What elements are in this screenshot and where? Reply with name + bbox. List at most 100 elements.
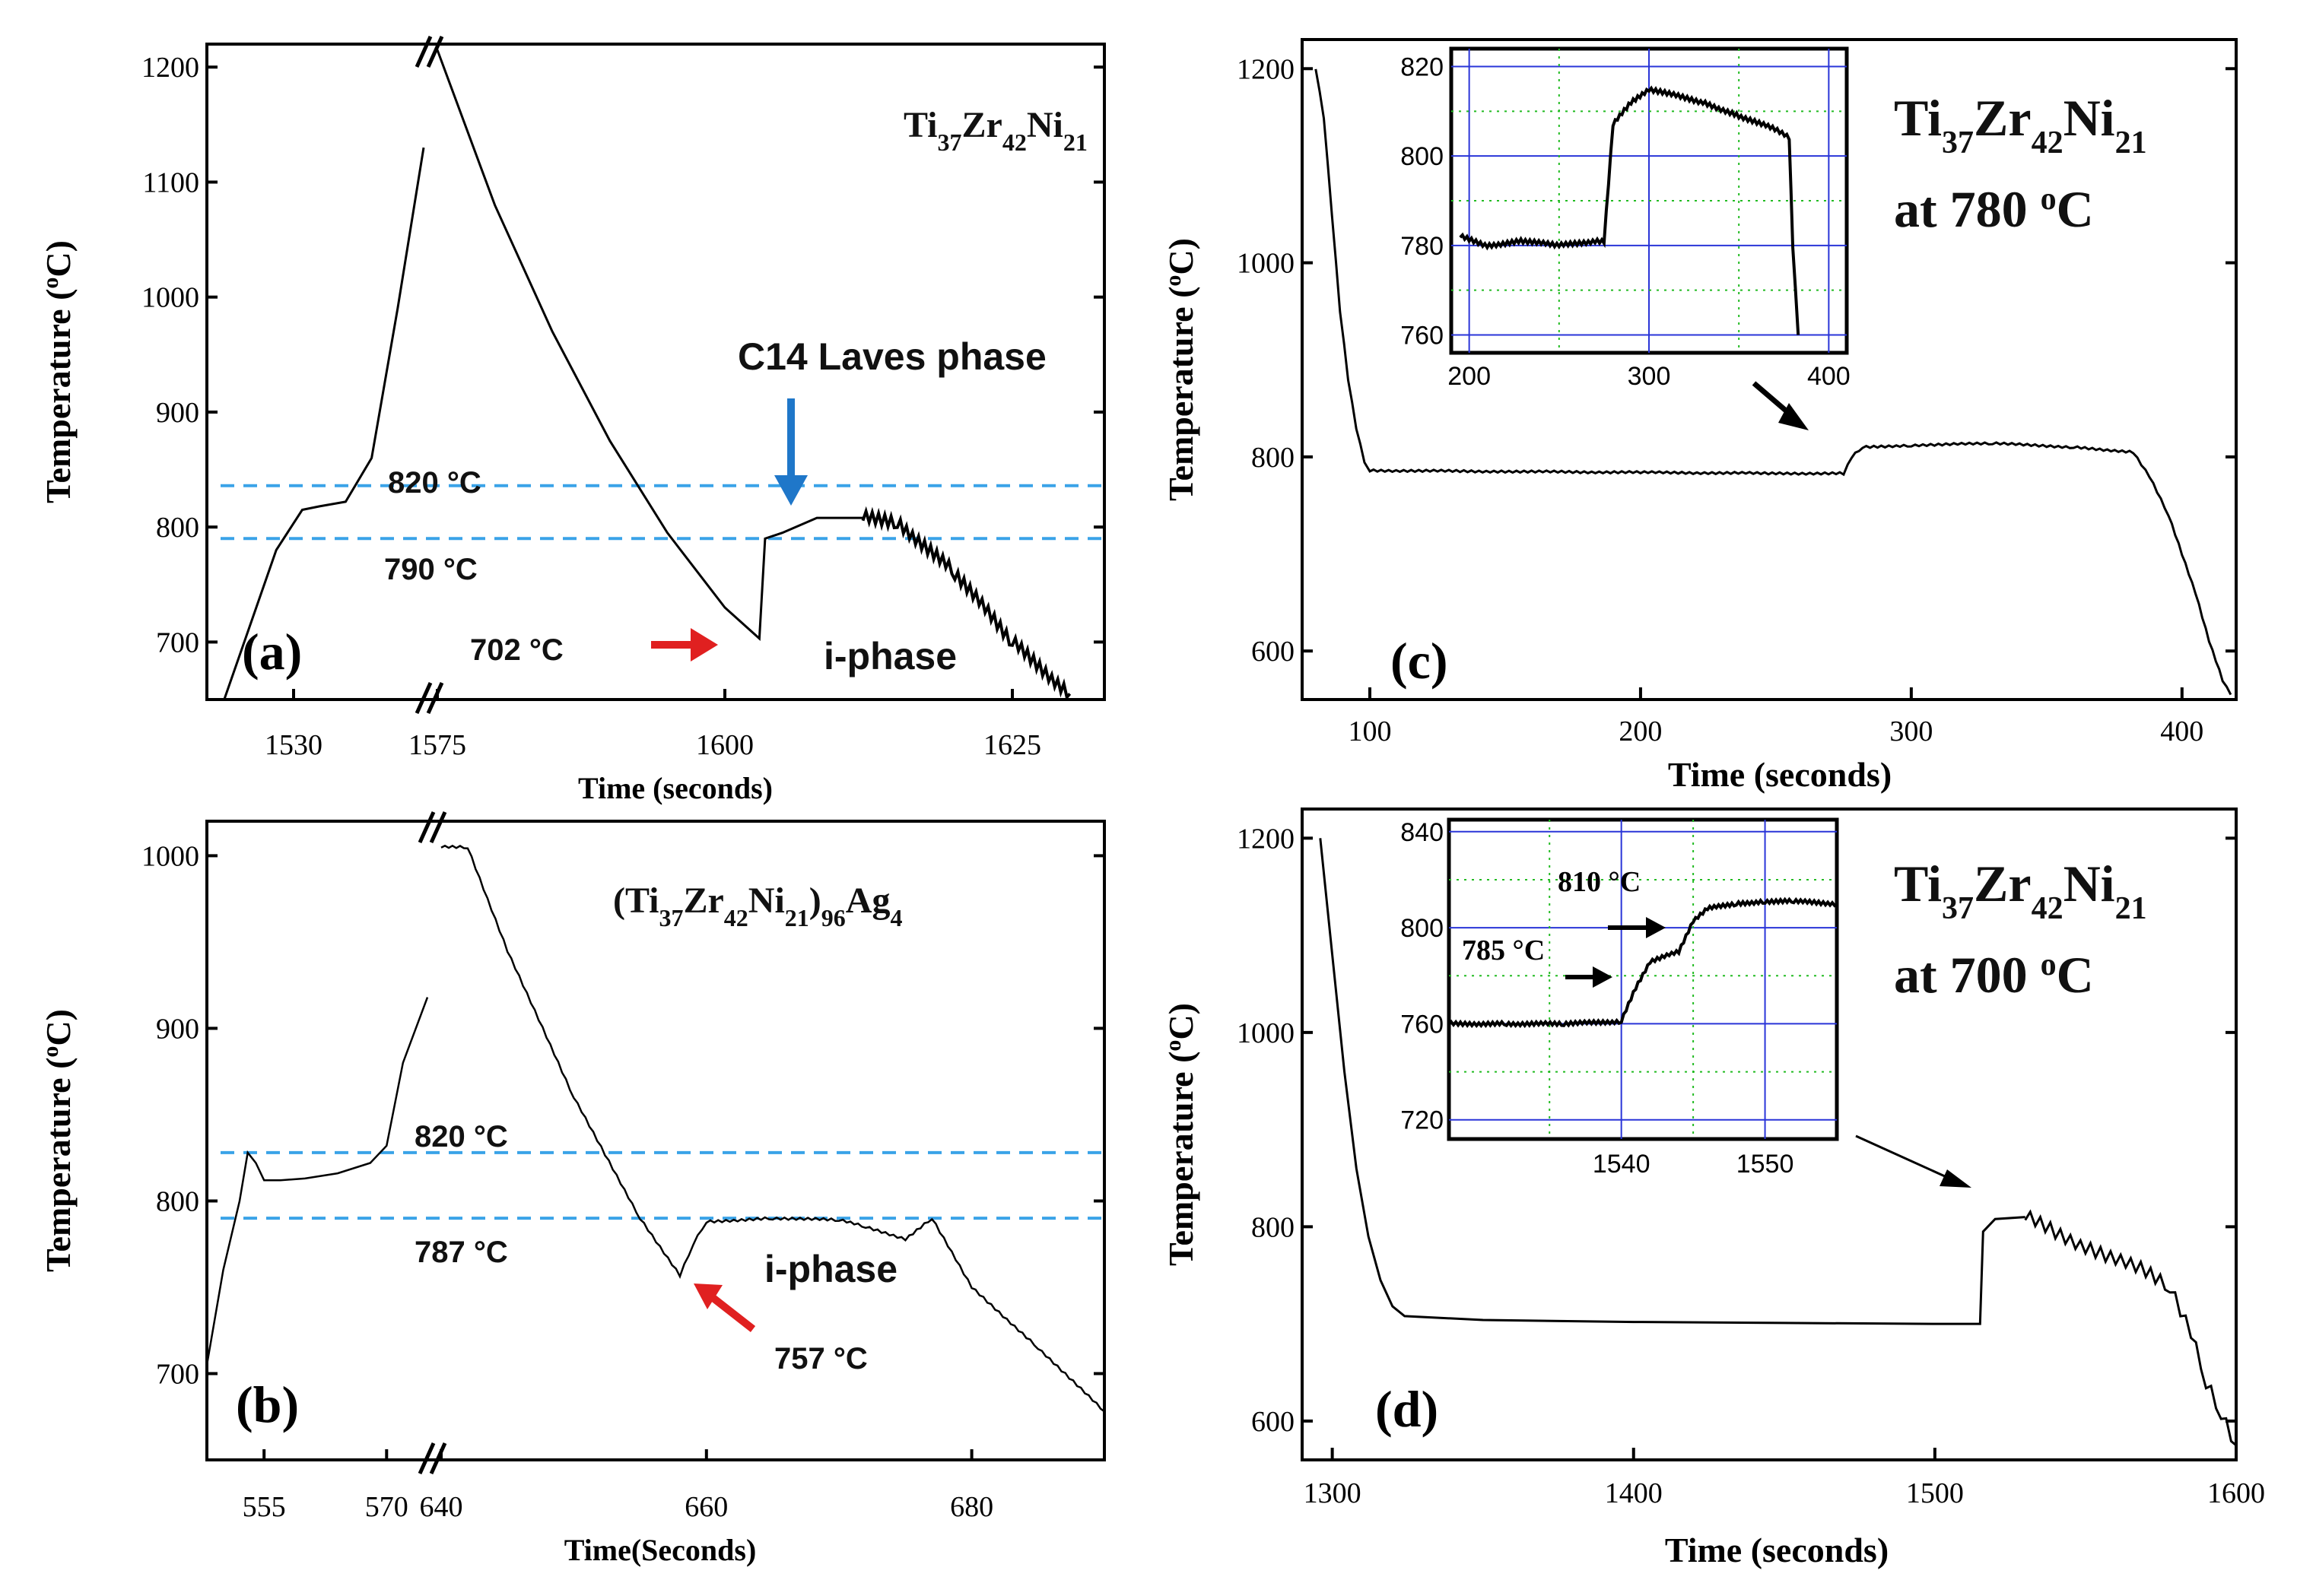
panel-c-inset-xtick-200: 200 [1447,362,1491,391]
panel-c-inset-xtick-300: 300 [1628,362,1671,391]
panel-d-inset-grid [1449,820,1837,1139]
panel-c-label: (c) [1390,632,1447,690]
panel-d-inset-xtick-1550: 1550 [1736,1150,1794,1179]
panel-c-ytick-label-1200: 1200 [1237,53,1295,85]
panel-c-ylabel: Temperature (oC) [1161,238,1201,501]
panel-b-ytick-label-900: 900 [156,1013,199,1045]
panel-d-xtick-label-1300: 1300 [1304,1477,1361,1509]
panel-a-xtick-label-1530: 1530 [265,729,322,761]
panel-c-inset-ytick-820: 820 [1400,53,1444,82]
panel-a-series-title: Ti37Zr42Ni21 [904,105,1088,156]
panel-c-xtick-label-300: 300 [1889,716,1933,747]
panel-a-reference-lines [221,484,1104,541]
panel-a-hline-label-790: 790 °C [384,553,478,586]
panel-b-757-label: 757 °C [774,1342,868,1375]
panel-d-inset-arrow [1855,1134,1971,1188]
panel-c-y-ticks: 600 800 1000 1200 [1237,53,2236,668]
panel-a-series [223,49,1072,701]
panel-b-xtick-label-680: 680 [950,1491,993,1523]
panel-b-reference-lines [221,1150,1104,1220]
panel-a-ytick-label-1200: 1200 [141,52,199,84]
panel-a-x-ticks: 1530 1575 1600 1625 [265,689,1041,761]
panel-b-iphase-label: i-phase [764,1248,898,1290]
panel-d-inset-810-arrow [1608,917,1666,938]
panel-c-inset-ytick-780: 780 [1400,232,1444,261]
panel-a-xtick-label-1625: 1625 [983,729,1041,761]
panel-a-ytick-label-900: 900 [156,397,199,429]
panel-d-inset-ytick-800: 800 [1400,914,1444,943]
panel-d-inset-810-label: 810 °C [1558,866,1641,898]
panel-a-iphase-arrow [651,628,718,662]
panel-d-oscillating-line [2024,1209,2237,1446]
panel-b-ytick-label-800: 800 [156,1185,199,1217]
panel-d-ylabel: Temperature (oC) [1161,1003,1201,1266]
panel-c-x-ticks: 100 200 300 400 [1348,687,2203,747]
panel-a-cooling-noisy-line [861,506,1072,701]
panel-b-ytick-label-700: 700 [156,1358,199,1390]
panel-a-xtick-label-1600: 1600 [696,729,754,761]
panel-b-xtick-label-640: 640 [420,1491,463,1523]
panel-d-ytick-label-600: 600 [1251,1406,1295,1438]
panel-b-xtick-label-660: 660 [685,1491,728,1523]
panel-d-inset-series [1447,896,1838,1029]
panel-b-series-title: (Ti37Zr42Ni21)96Ag4 [613,880,902,931]
panel-d-ytick-label-1200: 1200 [1237,823,1295,855]
panel-b-label: (b) [236,1375,299,1433]
panel-c-inset-xtick-400: 400 [1807,362,1851,391]
panel-d-xtick-label-1600: 1600 [2207,1477,2265,1509]
panel-a-xtick-label-1575: 1575 [408,729,466,761]
panel-d-line [1319,838,2025,1325]
panel-d-xtick-label-1400: 1400 [1605,1477,1663,1509]
panel-d-series [1319,838,2237,1446]
panel-c-inset-grid [1451,49,1847,353]
panel-c-ytick-label-1000: 1000 [1237,248,1295,280]
panel-b-ytick-label-1000: 1000 [141,840,199,872]
panel-c-ytick-label-800: 800 [1251,442,1295,474]
panel-b: 700 800 900 1000 555 570 640 660 680 Temperatur… [38,811,1106,1567]
panel-c-inset-arrow [1752,381,1809,430]
panel-a-cooling-line [436,49,863,642]
panel-c-inset-ytick-760: 760 [1400,321,1444,350]
panel-a-heating-line [223,147,425,700]
panel-a-axis-break [415,35,444,715]
panel-d-series-title: Ti37Zr42Ni21 [1894,855,2147,926]
panel-a-c14-arrow [774,398,808,506]
panel-d-inset-frame [1447,817,1839,1141]
panel-a-ylabel: Temperature (oC) [38,240,78,503]
panel-c-frame [1301,38,2238,701]
panel-a-iphase-label: i-phase [824,635,957,677]
panel-a: 700 800 900 1000 1100 1200 1530 1575 1600 1625 T… [38,35,1106,805]
panel-c-series-title: Ti37Zr42Ni21 [1894,89,2147,160]
panel-b-x-ticks: 555 570 640 660 680 [243,1449,993,1523]
panel-c-xlabel: Time (seconds) [1668,755,1892,794]
panel-b-frame [205,820,1106,1461]
panel-d-xlabel: Time (seconds) [1665,1531,1889,1569]
panel-c: 600 800 1000 1200 100 200 300 400 Temperature … [1161,38,2238,794]
panel-b-xtick-label-555: 555 [243,1491,286,1523]
panel-d-frame [1301,808,2238,1461]
panel-d-inset-ticks: 720 760 800 840 1540 1550 [1400,818,1793,1179]
panel-c-line [1314,68,2232,696]
panel-d-inset-ytick-840: 840 [1400,818,1444,847]
panel-d-ytick-label-1000: 1000 [1237,1017,1295,1049]
panel-d-inset-line [1447,896,1838,1029]
panel-d-ytick-label-800: 800 [1251,1211,1295,1243]
panel-a-label: (a) [242,623,302,681]
panel-d-inset-xtick-1540: 1540 [1593,1150,1650,1179]
panel-b-axis-break [418,811,447,1475]
panel-d-y-ticks: 600 800 1000 1200 [1237,823,2236,1438]
panel-c-xtick-label-200: 200 [1619,716,1662,747]
panel-c-inset-line [1459,85,1800,335]
panel-c-series [1314,68,2232,696]
panel-a-xlabel: Time (seconds) [578,771,773,805]
panel-a-c14-label: C14 Laves phase [738,335,1047,378]
panel-a-ytick-label-1100: 1100 [142,167,199,198]
panel-d-inset-ytick-760: 760 [1400,1010,1444,1039]
panel-a-y-ticks: 700 800 900 1000 1100 1200 [141,52,1104,658]
panel-a-ytick-label-1000: 1000 [141,282,199,314]
panel-a-702-label: 702 °C [470,633,564,667]
panel-b-y-ticks: 700 800 900 1000 [141,840,1104,1390]
panel-d-label: (d) [1375,1380,1438,1438]
panel-b-ylabel: Temperature (oC) [38,1009,78,1272]
